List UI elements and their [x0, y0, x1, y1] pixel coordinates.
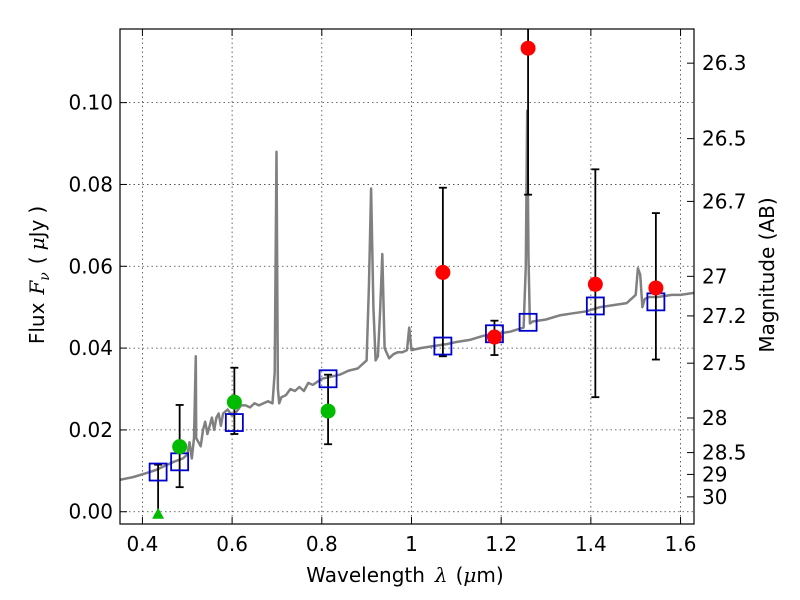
y-tick-label: 0.10	[68, 91, 113, 115]
x-tick-label: 1.2	[485, 532, 517, 556]
x-tick-label: 0.6	[216, 532, 248, 556]
x-axis: 0.4 0.6 0.8 1 1.2 1.4 1.6	[127, 29, 697, 556]
observed-point-red	[587, 276, 603, 292]
x-tick-label: 0.8	[306, 532, 338, 556]
y-tick-label: 0.02	[68, 418, 113, 442]
observed-point-green	[172, 439, 188, 455]
points-layer	[148, 40, 666, 519]
observed-point-green	[226, 394, 242, 410]
upper-limit-triangle	[152, 507, 165, 519]
model-spectrum-line	[120, 109, 694, 482]
y-axis: 0.00 0.02 0.04 0.06 0.08 0.10	[68, 91, 127, 524]
model-photometry-square	[318, 369, 338, 389]
grid	[120, 29, 694, 524]
y2-tick-label: 28.5	[702, 441, 747, 465]
model-photometry-square	[148, 462, 168, 482]
y-tick-label: 0.08	[68, 172, 113, 196]
observed-point-red	[520, 40, 536, 56]
observed-point-green	[320, 403, 336, 419]
y2-tick-label: 28	[702, 406, 727, 430]
observed-point-red	[648, 280, 664, 296]
y2-tick-label: 30	[702, 485, 727, 509]
model-photometry-square	[585, 296, 605, 316]
y2-tick-label: 26.5	[702, 127, 747, 151]
y2-tick-label: 29	[702, 462, 727, 486]
model-photometry-square	[433, 336, 453, 356]
y-tick-label: 0.00	[68, 500, 113, 524]
y2-tick-label: 26.3	[702, 51, 747, 75]
y2-tick-label: 27.2	[702, 304, 747, 328]
y-axis-label: FluxFν(μJy)	[25, 206, 53, 344]
y2-tick-label: 27	[702, 264, 727, 288]
y2-tick-label: 27.5	[702, 351, 747, 375]
y2-axis-label: Magnitude (AB)	[755, 197, 779, 352]
x-tick-label: 0.4	[127, 532, 159, 556]
x-tick-label: 1.6	[665, 532, 697, 556]
x-axis-label: Wavelength λ (μm)	[306, 563, 503, 587]
observed-point-red	[435, 264, 451, 280]
y-tick-label: 0.06	[68, 254, 113, 278]
y2-tick-label: 26.7	[702, 189, 747, 213]
model-photometry-square	[518, 312, 538, 332]
x-tick-label: 1	[405, 532, 418, 556]
y-tick-label: 0.04	[68, 336, 113, 360]
model-photometry-square	[224, 413, 244, 432]
observed-point-red	[486, 329, 502, 345]
x-tick-label: 1.4	[575, 532, 607, 556]
